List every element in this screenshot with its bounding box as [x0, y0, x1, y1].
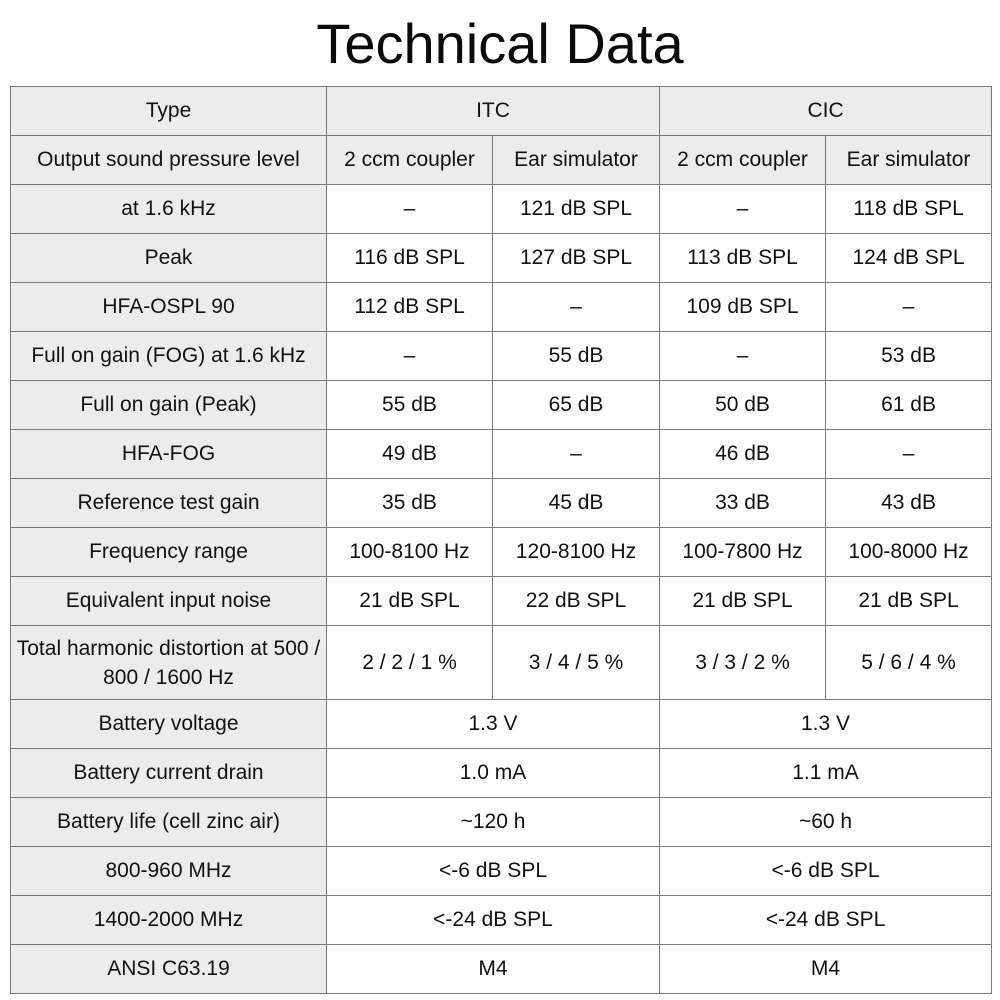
table-row: 800-960 MHz <-6 dB SPL <-6 dB SPL: [10, 846, 993, 896]
table-cell: 5 / 6 / 4 %: [825, 625, 993, 700]
table-row: HFA-OSPL 90 112 dB SPL – 109 dB SPL –: [10, 282, 993, 332]
table-cell: 55 dB: [491, 331, 661, 381]
table-cell: 127 dB SPL: [491, 233, 661, 283]
table-cell: 100-8000 Hz: [825, 527, 993, 577]
table-row: Peak 116 dB SPL 127 dB SPL 113 dB SPL 12…: [10, 233, 993, 283]
table-cell: 1.0 mA: [325, 748, 661, 798]
table-cell: ~60 h: [659, 797, 993, 847]
table-cell: 124 dB SPL: [825, 233, 993, 283]
header-row: Type ITC CIC: [10, 86, 993, 136]
table-cell: 1.3 V: [325, 699, 661, 749]
table-cell: 22 dB SPL: [491, 576, 661, 626]
row-label: Total harmonic distortion at 500 / 800 /…: [10, 625, 327, 700]
table-cell: 45 dB: [491, 478, 661, 528]
table-row: Full on gain (FOG) at 1.6 kHz – 55 dB – …: [10, 331, 993, 381]
table-cell: 120-8100 Hz: [491, 527, 661, 577]
row-label: Equivalent input noise: [10, 576, 327, 626]
table-cell: –: [659, 184, 827, 234]
col-itc-coupler: 2 ccm coupler: [326, 135, 493, 185]
type-header: Type: [10, 86, 327, 136]
table-row: 1400-2000 MHz <-24 dB SPL <-24 dB SPL: [10, 895, 993, 945]
row-label: Battery voltage: [10, 699, 327, 749]
table-cell: M4: [659, 944, 993, 994]
table-cell: 116 dB SPL: [326, 233, 493, 283]
table-cell: 43 dB: [825, 478, 993, 528]
table-cell: 3 / 3 / 2 %: [659, 625, 827, 700]
table-cell: –: [491, 282, 661, 332]
table-cell: 21 dB SPL: [326, 576, 493, 626]
table-cell: 3 / 4 / 5 %: [491, 625, 661, 700]
table-row: Frequency range 100-8100 Hz 120-8100 Hz …: [10, 527, 993, 577]
table-cell: –: [659, 331, 827, 381]
table-cell: 21 dB SPL: [825, 576, 993, 626]
row-label: 800-960 MHz: [10, 846, 327, 896]
row-label: Peak: [10, 233, 327, 283]
table-cell: 33 dB: [659, 478, 827, 528]
row-label: at 1.6 kHz: [10, 184, 327, 234]
table-cell: –: [825, 429, 993, 479]
table-cell: <-24 dB SPL: [325, 895, 661, 945]
table-cell: 118 dB SPL: [825, 184, 993, 234]
row-label: Output sound pressure level: [10, 135, 327, 185]
table-row: Reference test gain 35 dB 45 dB 33 dB 43…: [10, 478, 993, 528]
row-label: Full on gain (FOG) at 1.6 kHz: [10, 331, 327, 381]
row-label: Frequency range: [10, 527, 327, 577]
table-cell: 49 dB: [326, 429, 493, 479]
col-cic-coupler: 2 ccm coupler: [659, 135, 827, 185]
table-row: at 1.6 kHz – 121 dB SPL – 118 dB SPL: [10, 184, 993, 234]
table-cell: 100-8100 Hz: [326, 527, 493, 577]
page-title: Technical Data: [316, 12, 684, 75]
table-cell: <-6 dB SPL: [659, 846, 993, 896]
table-row: Battery voltage 1.3 V 1.3 V: [10, 699, 993, 749]
table-cell: 2 / 2 / 1 %: [326, 625, 493, 700]
table-cell: 109 dB SPL: [659, 282, 827, 332]
table-cell: 65 dB: [491, 380, 661, 430]
table-cell: 1.3 V: [659, 699, 993, 749]
table-row: HFA-FOG 49 dB – 46 dB –: [10, 429, 993, 479]
itc-header: ITC: [325, 86, 661, 136]
table-cell: 100-7800 Hz: [659, 527, 827, 577]
cic-header: CIC: [659, 86, 993, 136]
table-cell: <-24 dB SPL: [659, 895, 993, 945]
table-row: Battery life (cell zinc air) ~120 h ~60 …: [10, 797, 993, 847]
row-label: HFA-FOG: [10, 429, 327, 479]
row-label: Full on gain (Peak): [10, 380, 327, 430]
subheader-row: Output sound pressure level 2 ccm couple…: [10, 135, 993, 185]
row-label: Battery current drain: [10, 748, 327, 798]
table-row: Total harmonic distortion at 500 / 800 /…: [10, 625, 993, 700]
technical-data-table: Type ITC CIC Output sound pressure level…: [10, 86, 993, 994]
table-cell: –: [326, 184, 493, 234]
table-row: Full on gain (Peak) 55 dB 65 dB 50 dB 61…: [10, 380, 993, 430]
table-cell: –: [491, 429, 661, 479]
table-cell: 55 dB: [326, 380, 493, 430]
table-cell: M4: [325, 944, 661, 994]
table-cell: ~120 h: [325, 797, 661, 847]
col-cic-ear-sim: Ear simulator: [825, 135, 993, 185]
row-label: HFA-OSPL 90: [10, 282, 327, 332]
table-row: Equivalent input noise 21 dB SPL 22 dB S…: [10, 576, 993, 626]
table-cell: 121 dB SPL: [491, 184, 661, 234]
table-cell: 1.1 mA: [659, 748, 993, 798]
table-cell: 53 dB: [825, 331, 993, 381]
table-row: ANSI C63.19 M4 M4: [10, 944, 993, 994]
table-cell: 46 dB: [659, 429, 827, 479]
table-cell: 112 dB SPL: [326, 282, 493, 332]
col-itc-ear-sim: Ear simulator: [491, 135, 661, 185]
row-label: Battery life (cell zinc air): [10, 797, 327, 847]
row-label: ANSI C63.19: [10, 944, 327, 994]
table-cell: –: [825, 282, 993, 332]
table-cell: 35 dB: [326, 478, 493, 528]
row-label: 1400-2000 MHz: [10, 895, 327, 945]
table-row: Battery current drain 1.0 mA 1.1 mA: [10, 748, 993, 798]
row-label: Reference test gain: [10, 478, 327, 528]
table-cell: 50 dB: [659, 380, 827, 430]
table-cell: 21 dB SPL: [659, 576, 827, 626]
table-cell: 113 dB SPL: [659, 233, 827, 283]
table-cell: <-6 dB SPL: [325, 846, 661, 896]
table-cell: 61 dB: [825, 380, 993, 430]
table-cell: –: [326, 331, 493, 381]
